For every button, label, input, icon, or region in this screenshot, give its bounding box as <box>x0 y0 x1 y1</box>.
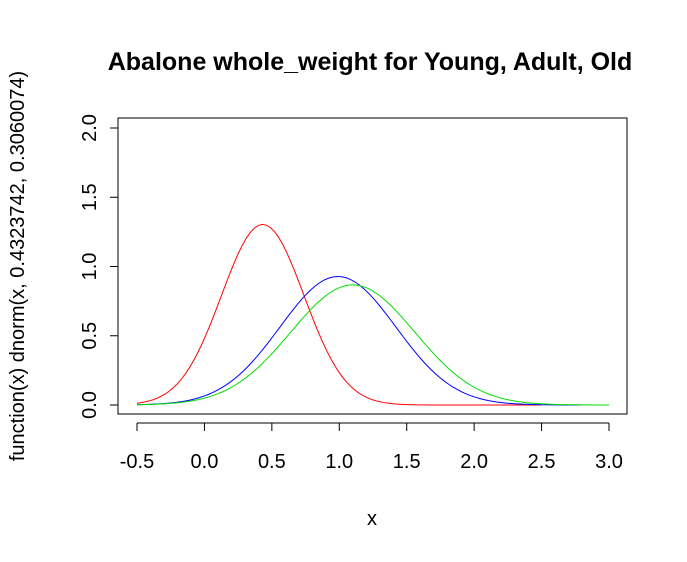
x-axis: -0.5 0.0 0.5 1.0 1.5 2.0 2.5 3.0 <box>120 422 623 473</box>
chart-title: Abalone whole_weight for Young, Adult, O… <box>108 48 633 76</box>
x-tick-label: 1.0 <box>325 451 353 473</box>
x-tick-label: 0.5 <box>258 451 286 473</box>
y-tick-label: 1.0 <box>79 253 101 281</box>
x-tick-label: 3.0 <box>595 451 623 473</box>
series-line-3 <box>136 284 610 406</box>
x-tick-label: 1.5 <box>393 451 421 473</box>
x-tick-label: -0.5 <box>120 451 154 473</box>
y-tick-label: 1.5 <box>79 183 101 211</box>
x-tick-label: 2.0 <box>460 451 488 473</box>
plot-frame <box>117 117 628 415</box>
x-tick-label: 2.5 <box>528 451 556 473</box>
series-line-2 <box>136 276 583 406</box>
y-axis-label: function(x) dnorm(x, 0.4323742, 0.306007… <box>7 71 29 461</box>
x-axis-label: x <box>367 508 377 530</box>
x-tick-label: 0.0 <box>191 451 219 473</box>
series-line-1 <box>136 223 542 406</box>
y-tick-label: 2.0 <box>79 114 101 142</box>
y-axis: 0.0 0.5 1.0 1.5 2.0 <box>79 114 119 419</box>
y-tick-label: 0.0 <box>79 391 101 419</box>
y-tick-label: 0.5 <box>79 322 101 350</box>
series-lines <box>136 223 610 406</box>
